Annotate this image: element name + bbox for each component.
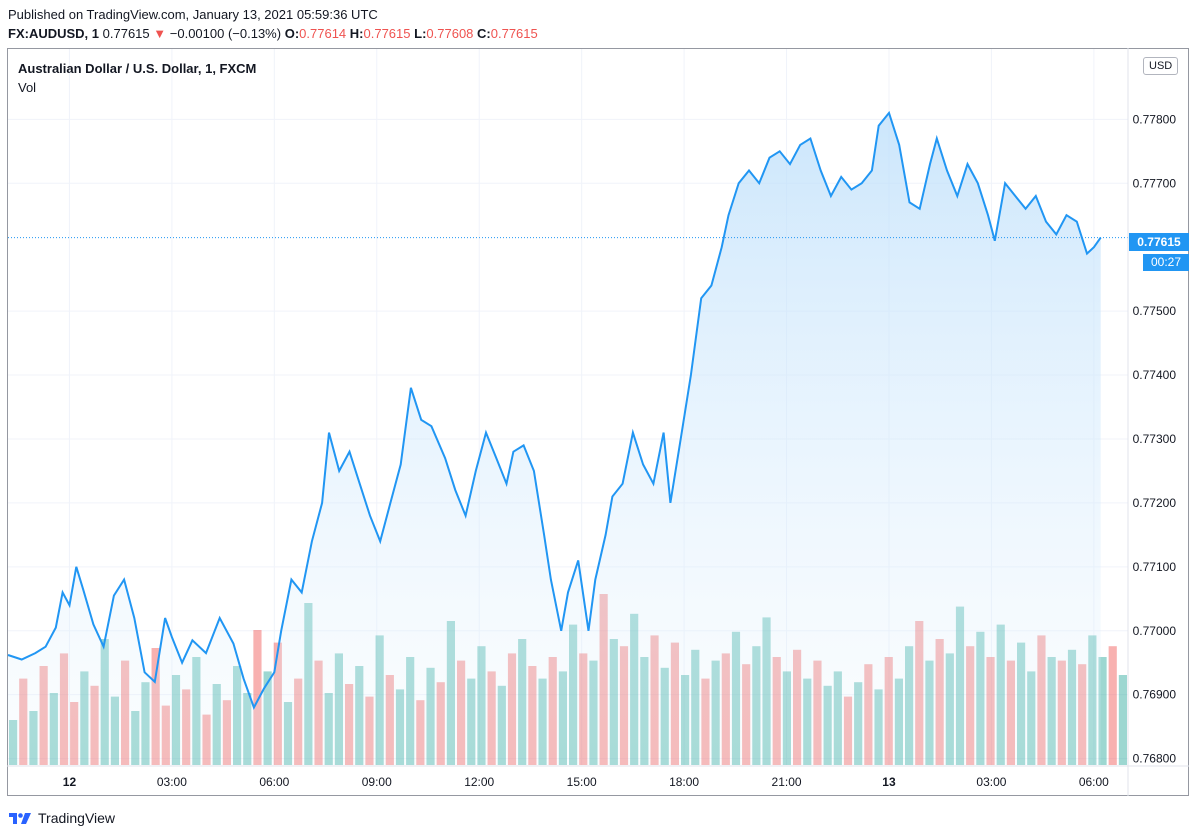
down-arrow-icon: ▼ <box>153 26 167 41</box>
open-label: O: <box>284 26 300 41</box>
volume-legend[interactable]: Vol <box>18 80 37 95</box>
close-value: 0.77615 <box>490 26 538 41</box>
close-label: C: <box>477 26 491 41</box>
low-value: 0.77608 <box>426 26 474 41</box>
tradingview-logo-icon <box>9 813 31 824</box>
footer-brand[interactable]: TradingView <box>8 810 115 826</box>
symbol-info-line: FX:AUDUSD, 1 0.77615 ▼ −0.00100 (−0.13%)… <box>8 26 538 41</box>
high-label: H: <box>349 26 364 41</box>
last-price-tag: 0.77615 <box>1129 233 1189 251</box>
countdown-tag: 00:27 <box>1143 254 1189 271</box>
symbol-name[interactable]: FX:AUDUSD, 1 <box>8 26 100 41</box>
chart-frame[interactable] <box>7 48 1189 796</box>
published-note: Published on TradingView.com, January 13… <box>8 7 378 22</box>
high-value: 0.77615 <box>363 26 411 41</box>
chart-legend-title[interactable]: Australian Dollar / U.S. Dollar, 1, FXCM <box>18 61 257 76</box>
currency-button[interactable]: USD <box>1143 57 1179 75</box>
footer-brand-text: TradingView <box>38 810 116 826</box>
price-change: −0.00100 (−0.13%) <box>169 26 282 41</box>
low-label: L: <box>414 26 427 41</box>
open-value: 0.77614 <box>299 26 347 41</box>
last-price: 0.77615 <box>102 26 150 41</box>
